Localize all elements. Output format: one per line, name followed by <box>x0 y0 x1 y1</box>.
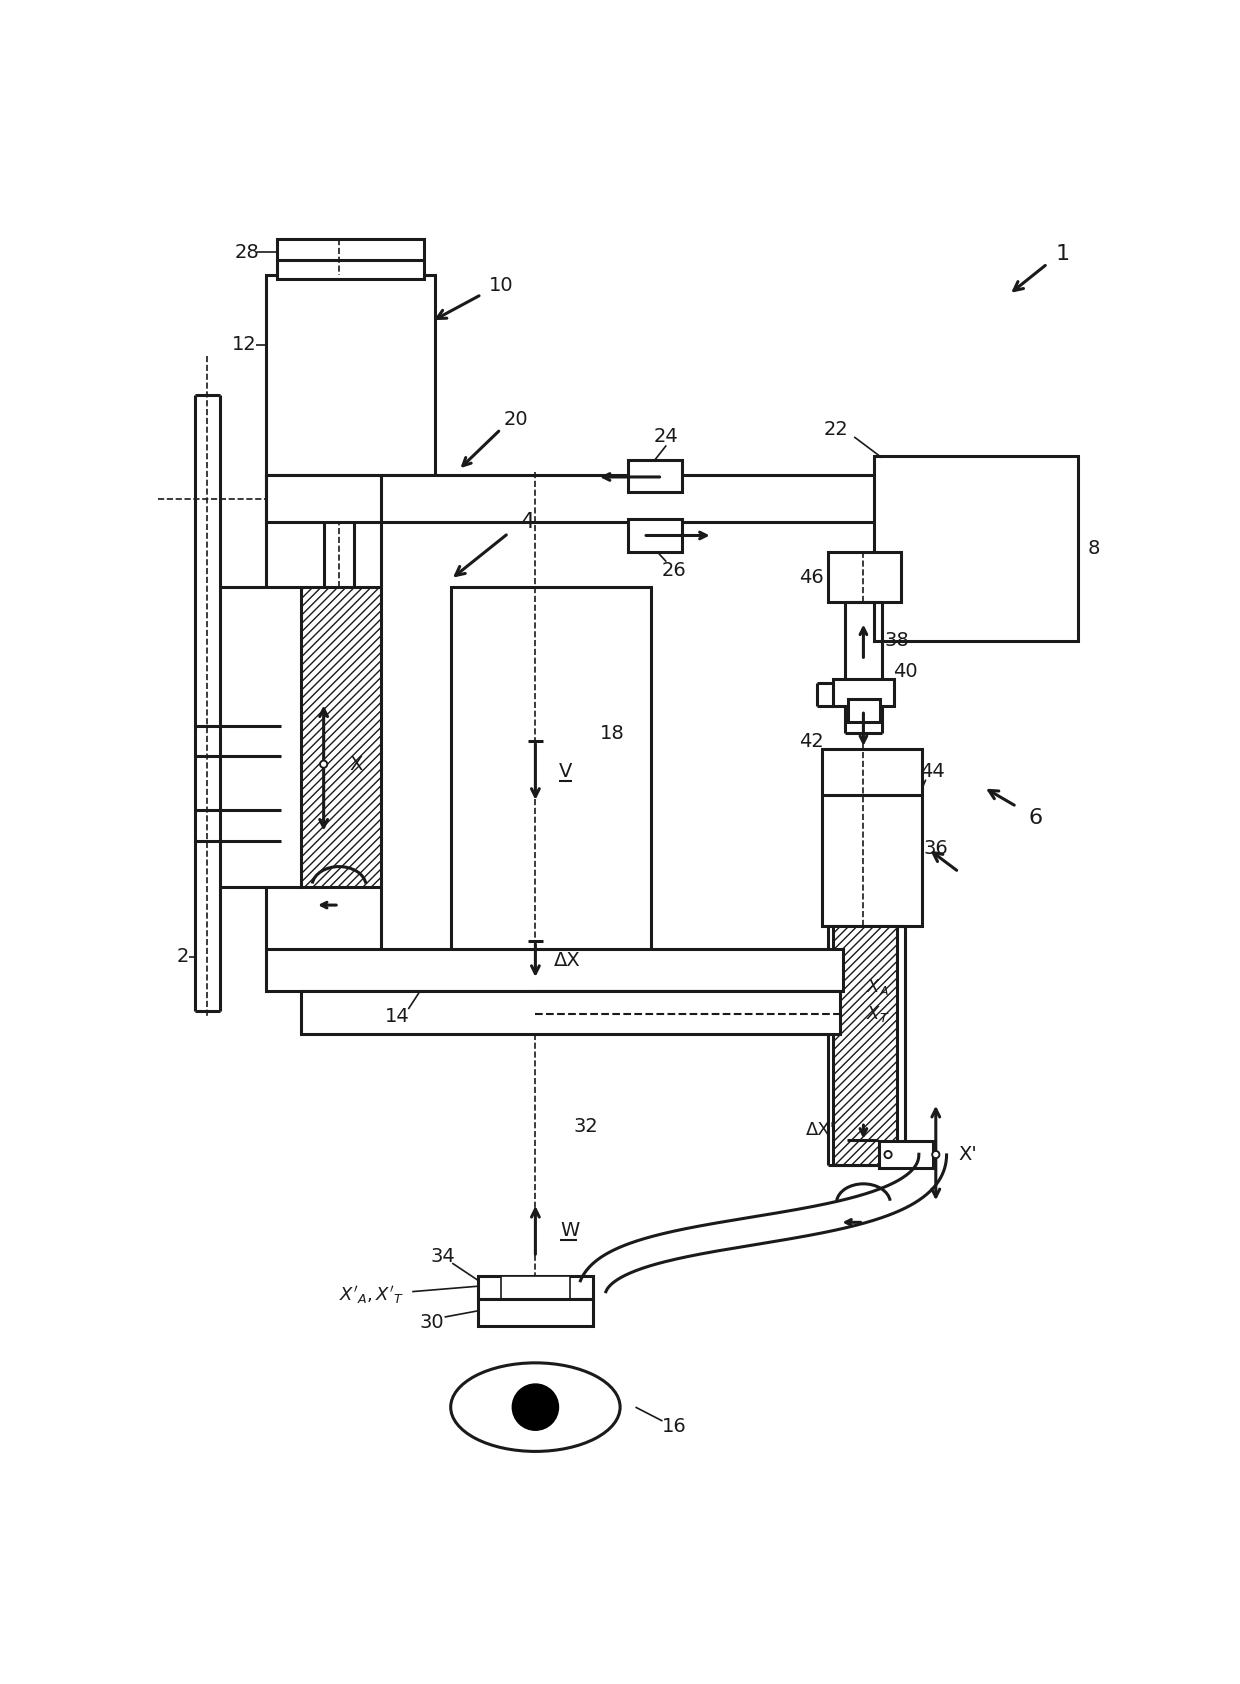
Bar <box>822 749 921 926</box>
Text: 42: 42 <box>799 731 823 751</box>
Bar <box>477 1276 593 1300</box>
Circle shape <box>934 1152 937 1157</box>
Text: 18: 18 <box>600 724 625 743</box>
Text: 10: 10 <box>489 276 513 295</box>
Text: 4: 4 <box>521 512 534 532</box>
Text: X': X' <box>959 1145 977 1164</box>
Text: 30: 30 <box>419 1314 444 1332</box>
Bar <box>477 1300 593 1327</box>
Bar <box>874 456 1079 642</box>
Bar <box>627 460 682 492</box>
Bar <box>828 552 901 603</box>
Bar <box>265 274 435 475</box>
Text: 38: 38 <box>885 632 910 650</box>
Bar <box>848 699 880 722</box>
Text: 40: 40 <box>893 662 918 682</box>
Text: $X'_A, X'_T$: $X'_A, X'_T$ <box>339 1285 404 1307</box>
Bar <box>450 588 651 972</box>
Text: 16: 16 <box>662 1416 687 1436</box>
Bar <box>265 950 843 992</box>
Text: 24: 24 <box>653 428 678 446</box>
Circle shape <box>512 1384 558 1430</box>
Circle shape <box>887 1152 890 1157</box>
Text: 28: 28 <box>234 242 259 261</box>
Text: X: X <box>350 754 362 773</box>
Bar <box>300 992 839 1034</box>
Bar <box>832 679 894 706</box>
Circle shape <box>884 1150 892 1159</box>
Text: 26: 26 <box>662 561 687 579</box>
Bar <box>833 926 897 1165</box>
Circle shape <box>321 763 326 766</box>
Bar <box>627 519 682 552</box>
Ellipse shape <box>450 1362 620 1452</box>
Text: ΔX': ΔX' <box>806 1122 836 1138</box>
Bar <box>265 475 898 522</box>
Text: 1: 1 <box>1055 244 1070 264</box>
Circle shape <box>932 1150 940 1159</box>
Bar <box>501 1276 570 1300</box>
Text: V: V <box>558 763 572 781</box>
Text: ΔX: ΔX <box>554 951 580 970</box>
Bar <box>278 239 424 280</box>
Text: 44: 44 <box>920 763 945 781</box>
Text: 20: 20 <box>503 411 528 429</box>
Text: 36: 36 <box>924 839 949 859</box>
Text: 2: 2 <box>176 946 188 967</box>
Text: 32: 32 <box>573 1116 598 1135</box>
Bar <box>300 588 382 887</box>
Bar <box>879 1142 932 1169</box>
Text: 8: 8 <box>1087 539 1100 557</box>
Text: $X_T$: $X_T$ <box>867 1004 890 1024</box>
Text: 46: 46 <box>799 568 823 588</box>
Text: $X_A$: $X_A$ <box>867 977 889 997</box>
Text: 12: 12 <box>232 335 257 354</box>
Text: W: W <box>560 1221 579 1239</box>
Text: 22: 22 <box>823 419 848 440</box>
Text: 6: 6 <box>1029 808 1043 829</box>
Text: 34: 34 <box>430 1248 455 1266</box>
Text: 14: 14 <box>384 1007 409 1026</box>
Circle shape <box>320 761 327 768</box>
